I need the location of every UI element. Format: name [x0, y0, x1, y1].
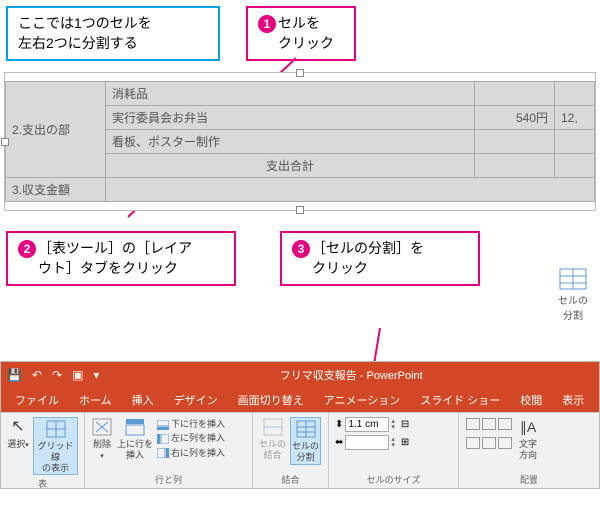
tab-file[interactable]: ファイル	[5, 388, 69, 412]
distribute-rows-icon[interactable]: ⊟	[401, 419, 409, 430]
cell[interactable]	[475, 130, 555, 154]
split-cell-icon	[559, 268, 587, 290]
table-row[interactable]: 2.支出の部 消耗品	[6, 82, 595, 106]
cell[interactable]	[106, 178, 595, 202]
insert-below-button[interactable]: 下に行を挿入	[157, 417, 225, 431]
cell[interactable]	[555, 130, 595, 154]
callout-intro-text: ここでは1つのセルを 左右2つに分割する	[18, 15, 152, 51]
cell-subtotal[interactable]: 支出合計	[106, 154, 475, 178]
step1-number: 1	[258, 15, 276, 33]
merge-cells-button[interactable]: セルの 結合	[259, 417, 286, 461]
table-row[interactable]: 3.収支金額	[6, 178, 595, 202]
split-cell-label: セルの 分割	[558, 296, 588, 322]
text-direction-button[interactable]: ∥A 文字 方向	[517, 417, 539, 461]
align-ml-icon[interactable]	[466, 437, 480, 449]
insert-left-button[interactable]: 左に列を挿入	[157, 431, 225, 445]
callout-step3: 3［セルの分割］を クリック	[280, 231, 480, 286]
cell[interactable]: 540円	[475, 106, 555, 130]
align-tl-icon[interactable]	[466, 418, 480, 430]
cell[interactable]	[555, 82, 595, 106]
split-icon	[296, 420, 316, 438]
ribbon: 💾 ↶ ↷ ▣ ▾ フリマ収支報告 - PowerPoint ファイル ホーム …	[0, 361, 600, 489]
cell-section3[interactable]: 3.収支金額	[6, 178, 106, 202]
group-rows-cols: 削除▾ 上に行を 挿入 下に行を挿入 左に列を挿入 右に列を挿入 行と列	[85, 413, 253, 488]
split-cells-button[interactable]: セルの 分割	[290, 417, 321, 465]
tab-review[interactable]: 校閲	[510, 388, 552, 412]
delete-button[interactable]: 削除▾	[91, 417, 113, 461]
qat-start-icon[interactable]: ▣	[72, 368, 83, 382]
group-cell-size: ⬍ ▴▾ ⊟ ⬌ ▴▾ ⊞ セルのサイズ	[329, 413, 459, 488]
callout-step2: 2［表ツール］の［レイア ウト］タブをクリック	[6, 231, 236, 286]
align-mc-icon[interactable]	[482, 437, 496, 449]
cell[interactable]: 実行委員会お弁当	[106, 106, 475, 130]
qat-save-icon[interactable]: 💾	[7, 368, 22, 382]
align-tc-icon[interactable]	[482, 418, 496, 430]
align-tr-icon[interactable]	[498, 418, 512, 430]
ribbon-body: ↖ 選択▾ グリッド線 の表示 表 削除▾ 上に行を 挿入	[1, 412, 599, 488]
group-alignment: ∥A 文字 方向 配置	[459, 413, 599, 488]
height-spinner[interactable]: ▴▾	[391, 419, 395, 431]
tab-view[interactable]: 表示	[552, 388, 594, 412]
titlebar: 💾 ↶ ↷ ▣ ▾ フリマ収支報告 - PowerPoint	[1, 362, 599, 388]
distribute-cols-icon[interactable]: ⊞	[401, 437, 409, 448]
qat-undo-icon[interactable]: ↶	[32, 368, 42, 382]
insert-mini-list: 下に行を挿入 左に列を挿入 右に列を挿入	[157, 417, 225, 460]
split-cell-preview: セルの 分割	[552, 268, 594, 322]
group-label: 表	[7, 475, 78, 490]
col-width-input[interactable]	[345, 435, 389, 450]
step1-text: セルを クリック	[278, 14, 334, 53]
tab-home[interactable]: ホーム	[69, 388, 122, 412]
insert-above-button[interactable]: 上に行を 挿入	[117, 417, 153, 461]
align-mr-icon[interactable]	[498, 437, 512, 449]
group-label: 行と列	[91, 471, 246, 486]
merge-icon	[263, 418, 283, 436]
insert-right-button[interactable]: 右に列を挿入	[157, 446, 225, 460]
expense-table[interactable]: 2.支出の部 消耗品 実行委員会お弁当 540円 12, 看板、ポスター制作 支…	[5, 81, 595, 202]
insert-above-icon	[125, 418, 145, 436]
group-label: 配置	[465, 471, 593, 486]
tab-design[interactable]: デザイン	[164, 388, 228, 412]
callout-step1: 1セルを クリック	[246, 6, 356, 61]
group-label: 結合	[259, 471, 322, 486]
cell[interactable]: 看板、ポスター制作	[106, 130, 475, 154]
qat-dropdown-icon[interactable]: ▾	[93, 368, 99, 382]
step3-text: ［セルの分割］を クリック	[312, 239, 424, 278]
text-direction-icon: ∥A	[520, 419, 536, 436]
tab-slideshow[interactable]: スライド ショー	[410, 388, 510, 412]
tab-insert[interactable]: 挿入	[122, 388, 164, 412]
cell[interactable]	[555, 154, 595, 178]
gridlines-icon	[46, 420, 66, 438]
step3-number: 3	[292, 240, 310, 258]
qat-redo-icon[interactable]: ↷	[52, 368, 62, 382]
group-table: ↖ 選択▾ グリッド線 の表示 表	[1, 413, 85, 488]
cursor-icon: ↖	[11, 417, 24, 436]
window-title: フリマ収支報告 - PowerPoint	[109, 367, 593, 383]
step2-text: ［表ツール］の［レイア ウト］タブをクリック	[38, 239, 192, 278]
align-grid	[465, 417, 513, 455]
col-width-icon: ⬌	[335, 437, 343, 448]
row-height-input[interactable]	[345, 417, 389, 432]
table-preview: 2.支出の部 消耗品 実行委員会お弁当 540円 12, 看板、ポスター制作 支…	[4, 72, 596, 211]
row-height-icon: ⬍	[335, 419, 343, 430]
cell[interactable]: 消耗品	[106, 82, 475, 106]
ribbon-tabs: ファイル ホーム 挿入 デザイン 画面切り替え アニメーション スライド ショー…	[1, 388, 599, 412]
callout-intro: ここでは1つのセルを 左右2つに分割する	[6, 6, 220, 61]
group-merge: セルの 結合 セルの 分割 結合	[253, 413, 329, 488]
width-spinner[interactable]: ▴▾	[391, 437, 395, 449]
gridlines-button[interactable]: グリッド線 の表示	[33, 417, 78, 475]
cell[interactable]	[475, 154, 555, 178]
cell-section2[interactable]: 2.支出の部	[6, 82, 106, 178]
tab-animations[interactable]: アニメーション	[314, 388, 411, 412]
cell[interactable]	[475, 82, 555, 106]
delete-icon	[92, 418, 112, 436]
select-button[interactable]: ↖ 選択▾	[7, 417, 29, 450]
tab-transitions[interactable]: 画面切り替え	[228, 388, 314, 412]
step2-number: 2	[18, 240, 36, 258]
cell[interactable]: 12,	[555, 106, 595, 130]
group-label: セルのサイズ	[335, 471, 452, 486]
